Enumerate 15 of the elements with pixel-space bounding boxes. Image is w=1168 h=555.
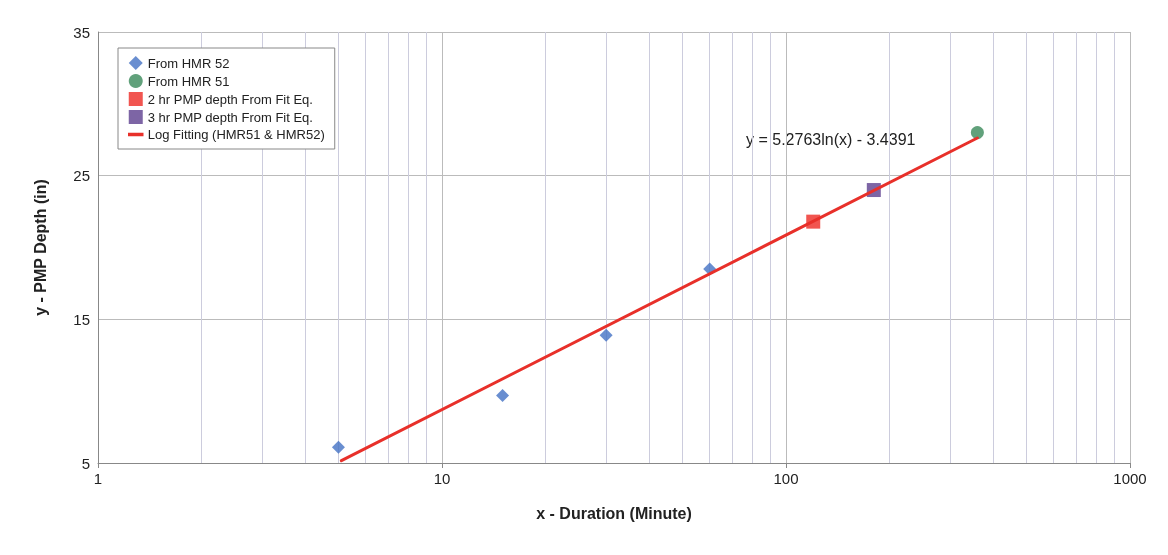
legend-label: 3 hr PMP depth From Fit Eq. (147, 109, 313, 125)
x-tick-label: 1000 (1113, 470, 1147, 487)
y-tick-label: 5 (81, 454, 90, 472)
legend-label: 2 hr PMP depth From Fit Eq. (147, 91, 313, 107)
y-tick-label: 35 (73, 23, 90, 41)
y-axis-title: y - PMP Depth (in) (31, 179, 49, 316)
legend-label: From HMR 51 (147, 73, 230, 89)
x-tick-label: 1 (93, 470, 103, 487)
legend-label: Log Fitting (HMR51 & HMR52) (147, 127, 325, 142)
y-tick-label: 15 (73, 310, 90, 328)
x-axis-title: x - Duration (Minute) (536, 504, 692, 522)
x-tick-label: 10 (433, 470, 451, 487)
x-tick-label: 100 (773, 470, 799, 487)
legend-label: From HMR 52 (147, 55, 230, 71)
y-tick-label: 25 (73, 167, 90, 185)
